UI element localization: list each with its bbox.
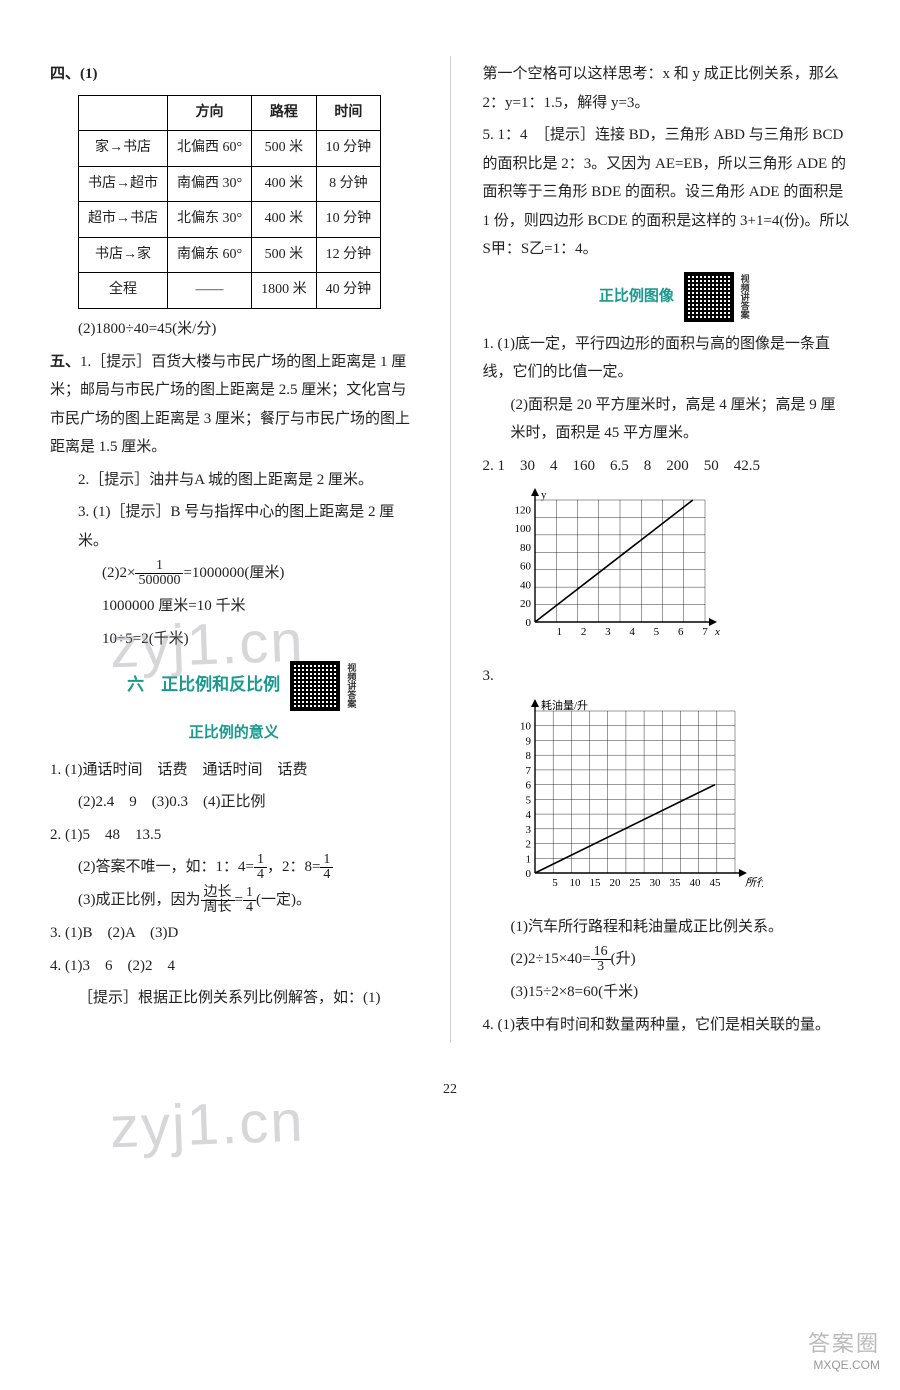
- sec5-q2: 2.［提示］油井与A 城的图上距离是 2 厘米。: [50, 466, 418, 495]
- image-heading: 正比例图像 视频讲答案: [483, 272, 851, 322]
- svg-text:2: 2: [525, 838, 531, 850]
- svg-text:4: 4: [525, 809, 531, 821]
- r3-label: 3.: [483, 662, 851, 691]
- svg-text:15: 15: [589, 877, 601, 889]
- svg-text:100: 100: [514, 523, 531, 535]
- left-column: 四、(1) 方向 路程 时间 家→书店北偏西 60°500 米10 分钟 书店→…: [50, 56, 418, 1043]
- r4: 4. (1)表中有时间和数量两种量，它们是相关联的量。: [483, 1011, 851, 1040]
- chapter6-heading: 六 正比例和反比例 视频讲答案: [50, 661, 418, 711]
- r3c: (3)15÷2×8=60(千米): [483, 978, 851, 1007]
- chart-2: 51015202530354045012345678910所行路程/千米耗油量/…: [503, 697, 763, 907]
- right-column: 第一个空格可以这样思考：x 和 y 成正比例关系，那么 2：y=1：1.5，解得…: [483, 56, 851, 1043]
- svg-text:9: 9: [525, 735, 531, 747]
- svg-text:20: 20: [609, 877, 621, 889]
- sec5-q3a: 3. (1)［提示］B 号与指挥中心的图上距离是 2 厘米。: [50, 498, 418, 555]
- svg-text:3: 3: [605, 626, 611, 638]
- svg-text:所行路程/千米: 所行路程/千米: [745, 876, 763, 889]
- svg-text:30: 30: [649, 877, 661, 889]
- page-number: 22: [0, 1077, 900, 1104]
- svg-text:40: 40: [689, 877, 701, 889]
- svg-text:2: 2: [580, 626, 586, 638]
- svg-text:80: 80: [520, 542, 532, 554]
- svg-text:45: 45: [709, 877, 721, 889]
- svg-text:40: 40: [520, 579, 532, 591]
- column-divider: [450, 56, 451, 1043]
- svg-text:10: 10: [569, 877, 581, 889]
- svg-text:7: 7: [702, 626, 708, 638]
- svg-text:4: 4: [629, 626, 635, 638]
- svg-text:6: 6: [525, 779, 531, 791]
- sec5-q3b: (2)2×1500000=1000000(厘米): [50, 559, 418, 588]
- r1b: (2)面积是 20 平方厘米时，高是 4 厘米；高是 9 厘米时，面积是 45 …: [483, 391, 851, 448]
- sec5-q1: 五、1.［提示］百货大楼与市民广场的图上距离是 1 厘米；邮局与市民广场的图上距…: [50, 348, 418, 462]
- p3: 3. (1)B (2)A (3)D: [50, 919, 418, 948]
- svg-text:8: 8: [525, 750, 531, 762]
- svg-text:35: 35: [669, 877, 681, 889]
- chapter6-sub: 正比例的意义: [50, 719, 418, 748]
- sec4-label: 四、(1): [50, 60, 418, 89]
- r3a: (1)汽车所行路程和耗油量成正比例关系。: [483, 913, 851, 942]
- svg-text:0: 0: [525, 617, 531, 629]
- sec5-q3d: 10÷5=2(千米): [50, 625, 418, 654]
- svg-text:3: 3: [525, 823, 531, 835]
- route-table: 方向 路程 时间 家→书店北偏西 60°500 米10 分钟 书店→超市南偏西 …: [78, 95, 381, 310]
- svg-text:7: 7: [525, 764, 531, 776]
- svg-text:y: y: [541, 489, 547, 501]
- qr-code-icon: 视频讲答案: [290, 661, 340, 711]
- chart-1: 1 2 3 4 5 6 7 0 20 40 60 80 100 120 x y: [503, 486, 733, 656]
- p4b: ［提示］根据正比例关系列比例解答，如：(1): [50, 984, 418, 1013]
- p1a: 1. (1)通话时间 话费 通话时间 话费: [50, 756, 418, 785]
- svg-text:60: 60: [520, 561, 532, 573]
- svg-text:10: 10: [520, 720, 532, 732]
- svg-text:耗油量/升: 耗油量/升: [541, 698, 588, 712]
- svg-text:5: 5: [552, 877, 558, 889]
- svg-text:120: 120: [514, 504, 531, 516]
- sec4-p2: (2)1800÷40=45(米/分): [50, 315, 418, 344]
- svg-text:5: 5: [525, 794, 531, 806]
- svg-text:x: x: [714, 626, 720, 638]
- footer-watermark: 答案圈 MXQE.COM: [808, 1330, 880, 1374]
- p2a: 2. (1)5 48 13.5: [50, 821, 418, 850]
- svg-text:25: 25: [629, 877, 641, 889]
- svg-text:0: 0: [525, 868, 531, 880]
- p2b: (2)答案不唯一，如：1：4=14，2：8=14: [50, 853, 418, 882]
- p1b: (2)2.4 9 (3)0.3 (4)正比例: [50, 788, 418, 817]
- r3b: (2)2÷15×40=163(升): [483, 945, 851, 974]
- p2c: (3)成正比例，因为边长周长=14(一定)。: [50, 886, 418, 915]
- r-q5: 5. 1：4 ［提示］连接 BD，三角形 ABD 与三角形 BCD 的面积比是 …: [483, 121, 851, 264]
- svg-text:1: 1: [556, 626, 562, 638]
- svg-text:1: 1: [525, 853, 531, 865]
- r2: 2. 1 30 4 160 6.5 8 200 50 42.5: [483, 452, 851, 481]
- svg-text:6: 6: [677, 626, 683, 638]
- qr-code-icon: 视频讲答案: [684, 272, 734, 322]
- p4a: 4. (1)3 6 (2)2 4: [50, 952, 418, 981]
- sec5-q3c: 1000000 厘米=10 千米: [50, 592, 418, 621]
- cont: 第一个空格可以这样思考：x 和 y 成正比例关系，那么 2：y=1：1.5，解得…: [483, 60, 851, 117]
- svg-text:20: 20: [520, 598, 532, 610]
- svg-text:5: 5: [653, 626, 659, 638]
- r1a: 1. (1)底一定，平行四边形的面积与高的图像是一条直线，它们的比值一定。: [483, 330, 851, 387]
